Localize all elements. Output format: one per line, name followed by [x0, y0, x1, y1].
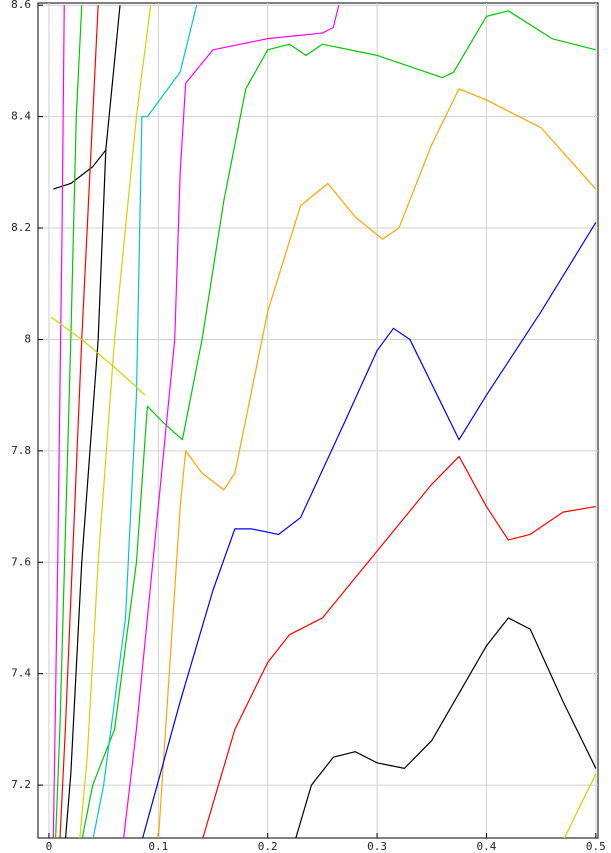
y-tick-label: 7.8 — [11, 444, 31, 457]
y-tick-label: 8.2 — [11, 221, 31, 234]
x-tick-label: 0.1 — [148, 840, 168, 853]
line — [81, 10, 596, 838]
line — [157, 88, 597, 838]
line — [123, 5, 340, 838]
x-tick-label: 0.3 — [367, 840, 387, 853]
line — [55, 5, 83, 838]
x-tick-label: 0 — [46, 840, 53, 853]
y-tick-label: 7.2 — [11, 778, 31, 791]
y-tick-label: 7.6 — [11, 555, 31, 568]
line — [50, 316, 146, 396]
y-tick-label: 8.6 — [11, 0, 31, 11]
line — [563, 773, 597, 838]
y-tick-label: 7.4 — [11, 667, 31, 680]
labels: 0 0.1 0.2 0.3 0.4 0.5 7.2 7.4 7.6 7.8 8 8.2 8.4 8.6 — [11, 0, 606, 853]
lines — [50, 5, 597, 838]
plot-area — [37, 2, 599, 839]
x-tick-label: 0.2 — [258, 840, 278, 853]
grid — [38, 3, 598, 838]
line — [295, 617, 597, 838]
x-tick-label: 0.5 — [586, 840, 606, 853]
line — [92, 5, 198, 838]
y-tick-label: 8 — [24, 332, 31, 345]
y-tick-label: 8.4 — [11, 110, 31, 123]
x-tick-label: 0.4 — [477, 840, 497, 853]
line — [142, 222, 597, 838]
line — [52, 5, 65, 838]
line — [64, 5, 121, 838]
line — [202, 455, 596, 838]
line — [79, 5, 152, 838]
